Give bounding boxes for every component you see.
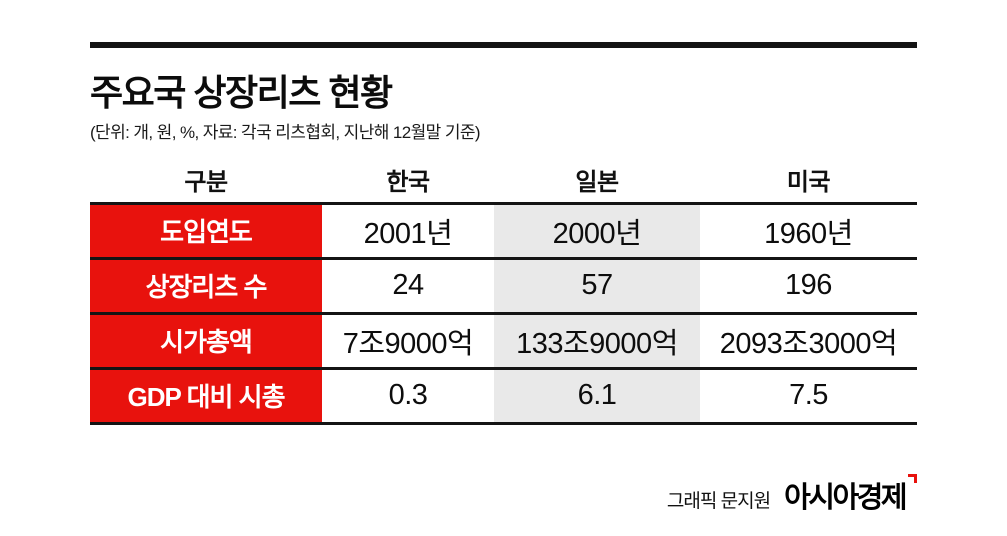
column-header-category: 구분 (90, 157, 322, 203)
content-area: 주요국 상장리츠 현황 (단위: 개, 원, %, 자료: 각국 리츠협회, 지… (90, 42, 917, 425)
cell-japan-listed-count: 57 (494, 258, 700, 313)
brand-mark-icon (908, 474, 917, 483)
table-header-row: 구분 한국 일본 미국 (90, 157, 917, 203)
table-row-gdp-ratio: GDP 대비 시총 0.3 6.1 7.5 (90, 368, 917, 423)
cell-japan-intro-year: 2000년 (494, 203, 700, 258)
row-label-intro-year: 도입연도 (90, 203, 322, 258)
table-row-intro-year: 도입연도 2001년 2000년 1960년 (90, 203, 917, 258)
column-header-japan: 일본 (494, 157, 700, 203)
cell-usa-market-cap: 2093조3000억 (719, 327, 898, 360)
cell-korea-gdp-ratio: 0.3 (388, 379, 428, 411)
cell-korea-listed-count: 24 (392, 269, 424, 301)
brand-logo-text: 아시아경제 (784, 482, 907, 514)
reits-table: 구분 한국 일본 미국 도입연도 2001년 2000년 1960년 상장리츠 … (90, 157, 917, 425)
cell-japan-gdp-ratio: 6.1 (494, 368, 700, 423)
column-header-usa: 미국 (700, 157, 917, 203)
cell-japan-market-cap: 133조9000억 (494, 313, 700, 368)
brand-logo: 아시아경제 (784, 474, 917, 516)
footer: 그래픽 문지원 아시아경제 (667, 474, 917, 516)
cell-usa-intro-year: 1960년 (764, 217, 853, 250)
row-label-gdp-ratio: GDP 대비 시총 (90, 368, 322, 423)
page-title: 주요국 상장리츠 현황 (90, 72, 393, 113)
cell-usa-gdp-ratio: 7.5 (789, 379, 828, 411)
column-header-korea: 한국 (322, 157, 494, 203)
page-subtitle: (단위: 개, 원, %, 자료: 각국 리츠협회, 지난해 12월말 기준) (90, 123, 481, 142)
credit-text: 그래픽 문지원 (666, 491, 771, 512)
cell-korea-market-cap: 7조9000억 (342, 327, 474, 360)
cell-korea-intro-year: 2001년 (363, 217, 453, 250)
table-row-market-cap: 시가총액 7조9000억 133조9000억 2093조3000억 (90, 313, 917, 368)
table-row-listed-count: 상장리츠 수 24 57 196 (90, 258, 917, 313)
row-label-market-cap: 시가총액 (90, 313, 322, 368)
row-label-listed-count: 상장리츠 수 (90, 258, 322, 313)
cell-usa-listed-count: 196 (785, 269, 832, 301)
top-rule (90, 42, 917, 48)
